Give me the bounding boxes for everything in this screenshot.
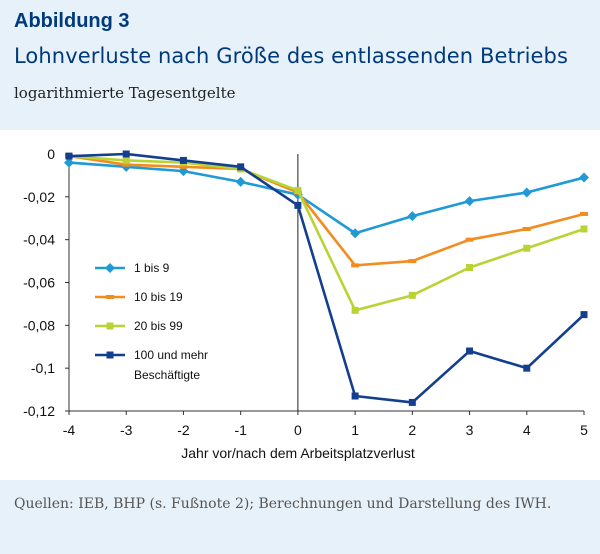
legend-label: 1 bis 9 <box>134 261 170 275</box>
y-tick-label: -0,06 <box>23 275 55 291</box>
data-point <box>294 201 302 209</box>
series-line <box>68 154 585 312</box>
x-axis-label: Jahr vor/nach dem Arbeitsplatzverlust <box>181 445 415 461</box>
series-1 <box>64 157 589 239</box>
figure-title: Lohnverluste nach Größe des entlassenden… <box>14 44 569 68</box>
data-point <box>64 157 74 168</box>
series-layer <box>64 150 589 406</box>
x-tick-label: 3 <box>466 422 474 438</box>
data-point <box>580 311 588 319</box>
legend-item: 20 bis 99 <box>95 319 183 333</box>
data-point <box>523 364 531 372</box>
data-point <box>178 166 189 177</box>
y-tick-label: 0 <box>47 146 55 162</box>
y-tick-label: -0,1 <box>31 360 55 376</box>
data-point <box>465 237 474 242</box>
x-tick-label: 2 <box>408 422 416 438</box>
y-tick-label: -0,08 <box>23 317 55 333</box>
data-point <box>351 392 359 400</box>
data-point <box>521 187 532 198</box>
legend-label: 100 und mehr Beschäftigte <box>134 348 208 382</box>
data-point <box>294 186 302 194</box>
data-point <box>351 306 359 314</box>
x-tick-label: 5 <box>580 422 588 438</box>
data-point <box>237 163 245 171</box>
data-point <box>407 211 418 222</box>
x-tick-label: -3 <box>120 422 133 438</box>
series-line <box>68 161 585 235</box>
legend-label: 20 bis 99 <box>134 319 183 333</box>
legend-item: 10 bis 19 <box>95 290 183 304</box>
x-tick-label: -1 <box>234 422 247 438</box>
x-tick-label: -2 <box>177 422 190 438</box>
axes: 0 -0,02 -0,04 -0,06 -0,08 -0,1 -0,12 -4 -3 -2 -1 0 1… <box>23 146 588 438</box>
data-point <box>350 228 361 239</box>
y-tick-label: -0,12 <box>23 403 55 419</box>
data-point <box>122 150 130 158</box>
x-tick-label: 0 <box>294 422 302 438</box>
data-point <box>580 225 588 233</box>
legend-item: 100 und mehr Beschäftigte <box>95 348 208 382</box>
y-tick-label: -0,04 <box>23 232 55 248</box>
legend-swatch-marker <box>106 295 114 299</box>
series-line <box>68 152 585 404</box>
data-point <box>408 398 416 406</box>
data-point <box>179 164 188 169</box>
data-point <box>122 156 130 164</box>
x-tick-label: -4 <box>63 422 76 438</box>
chart-area: 0 -0,02 -0,04 -0,06 -0,08 -0,1 -0,12 -4 -3 -2 -1 0 1… <box>0 130 600 480</box>
data-point <box>522 226 531 231</box>
data-point <box>351 263 360 268</box>
data-point <box>65 152 73 160</box>
figure-subtitle: logarithmierte Tagesentgelte <box>14 84 236 102</box>
data-point <box>466 264 474 272</box>
legend-item: 1 bis 9 <box>95 261 170 275</box>
line-chart: 0 -0,02 -0,04 -0,06 -0,08 -0,1 -0,12 -4 -3 -2 -1 0 1… <box>23 146 589 461</box>
source-note: Quellen: IEB, BHP (s. Fußnote 2); Berech… <box>14 496 552 512</box>
series-4 <box>65 150 588 406</box>
data-point <box>235 176 246 187</box>
data-point <box>464 196 475 207</box>
data-point <box>580 211 588 216</box>
legend-swatch-marker <box>105 263 115 273</box>
figure-label: Abbildung 3 <box>14 10 130 32</box>
data-point <box>523 244 531 252</box>
legend: 1 bis 9 10 bis 19 20 bis 99 100 und mehr Bes… <box>95 261 208 382</box>
data-point <box>466 347 474 355</box>
data-point <box>179 156 187 164</box>
y-tick-label: -0,02 <box>23 189 55 205</box>
data-point <box>408 259 417 264</box>
legend-swatch-marker <box>106 351 114 359</box>
series-line <box>68 154 585 267</box>
legend-swatch-marker <box>106 322 114 330</box>
x-tick-label: 1 <box>351 422 359 438</box>
x-tick-label: 4 <box>523 422 531 438</box>
data-point <box>122 162 131 167</box>
legend-label: 10 bis 19 <box>134 290 183 304</box>
data-point <box>408 291 416 299</box>
data-point <box>579 172 589 183</box>
